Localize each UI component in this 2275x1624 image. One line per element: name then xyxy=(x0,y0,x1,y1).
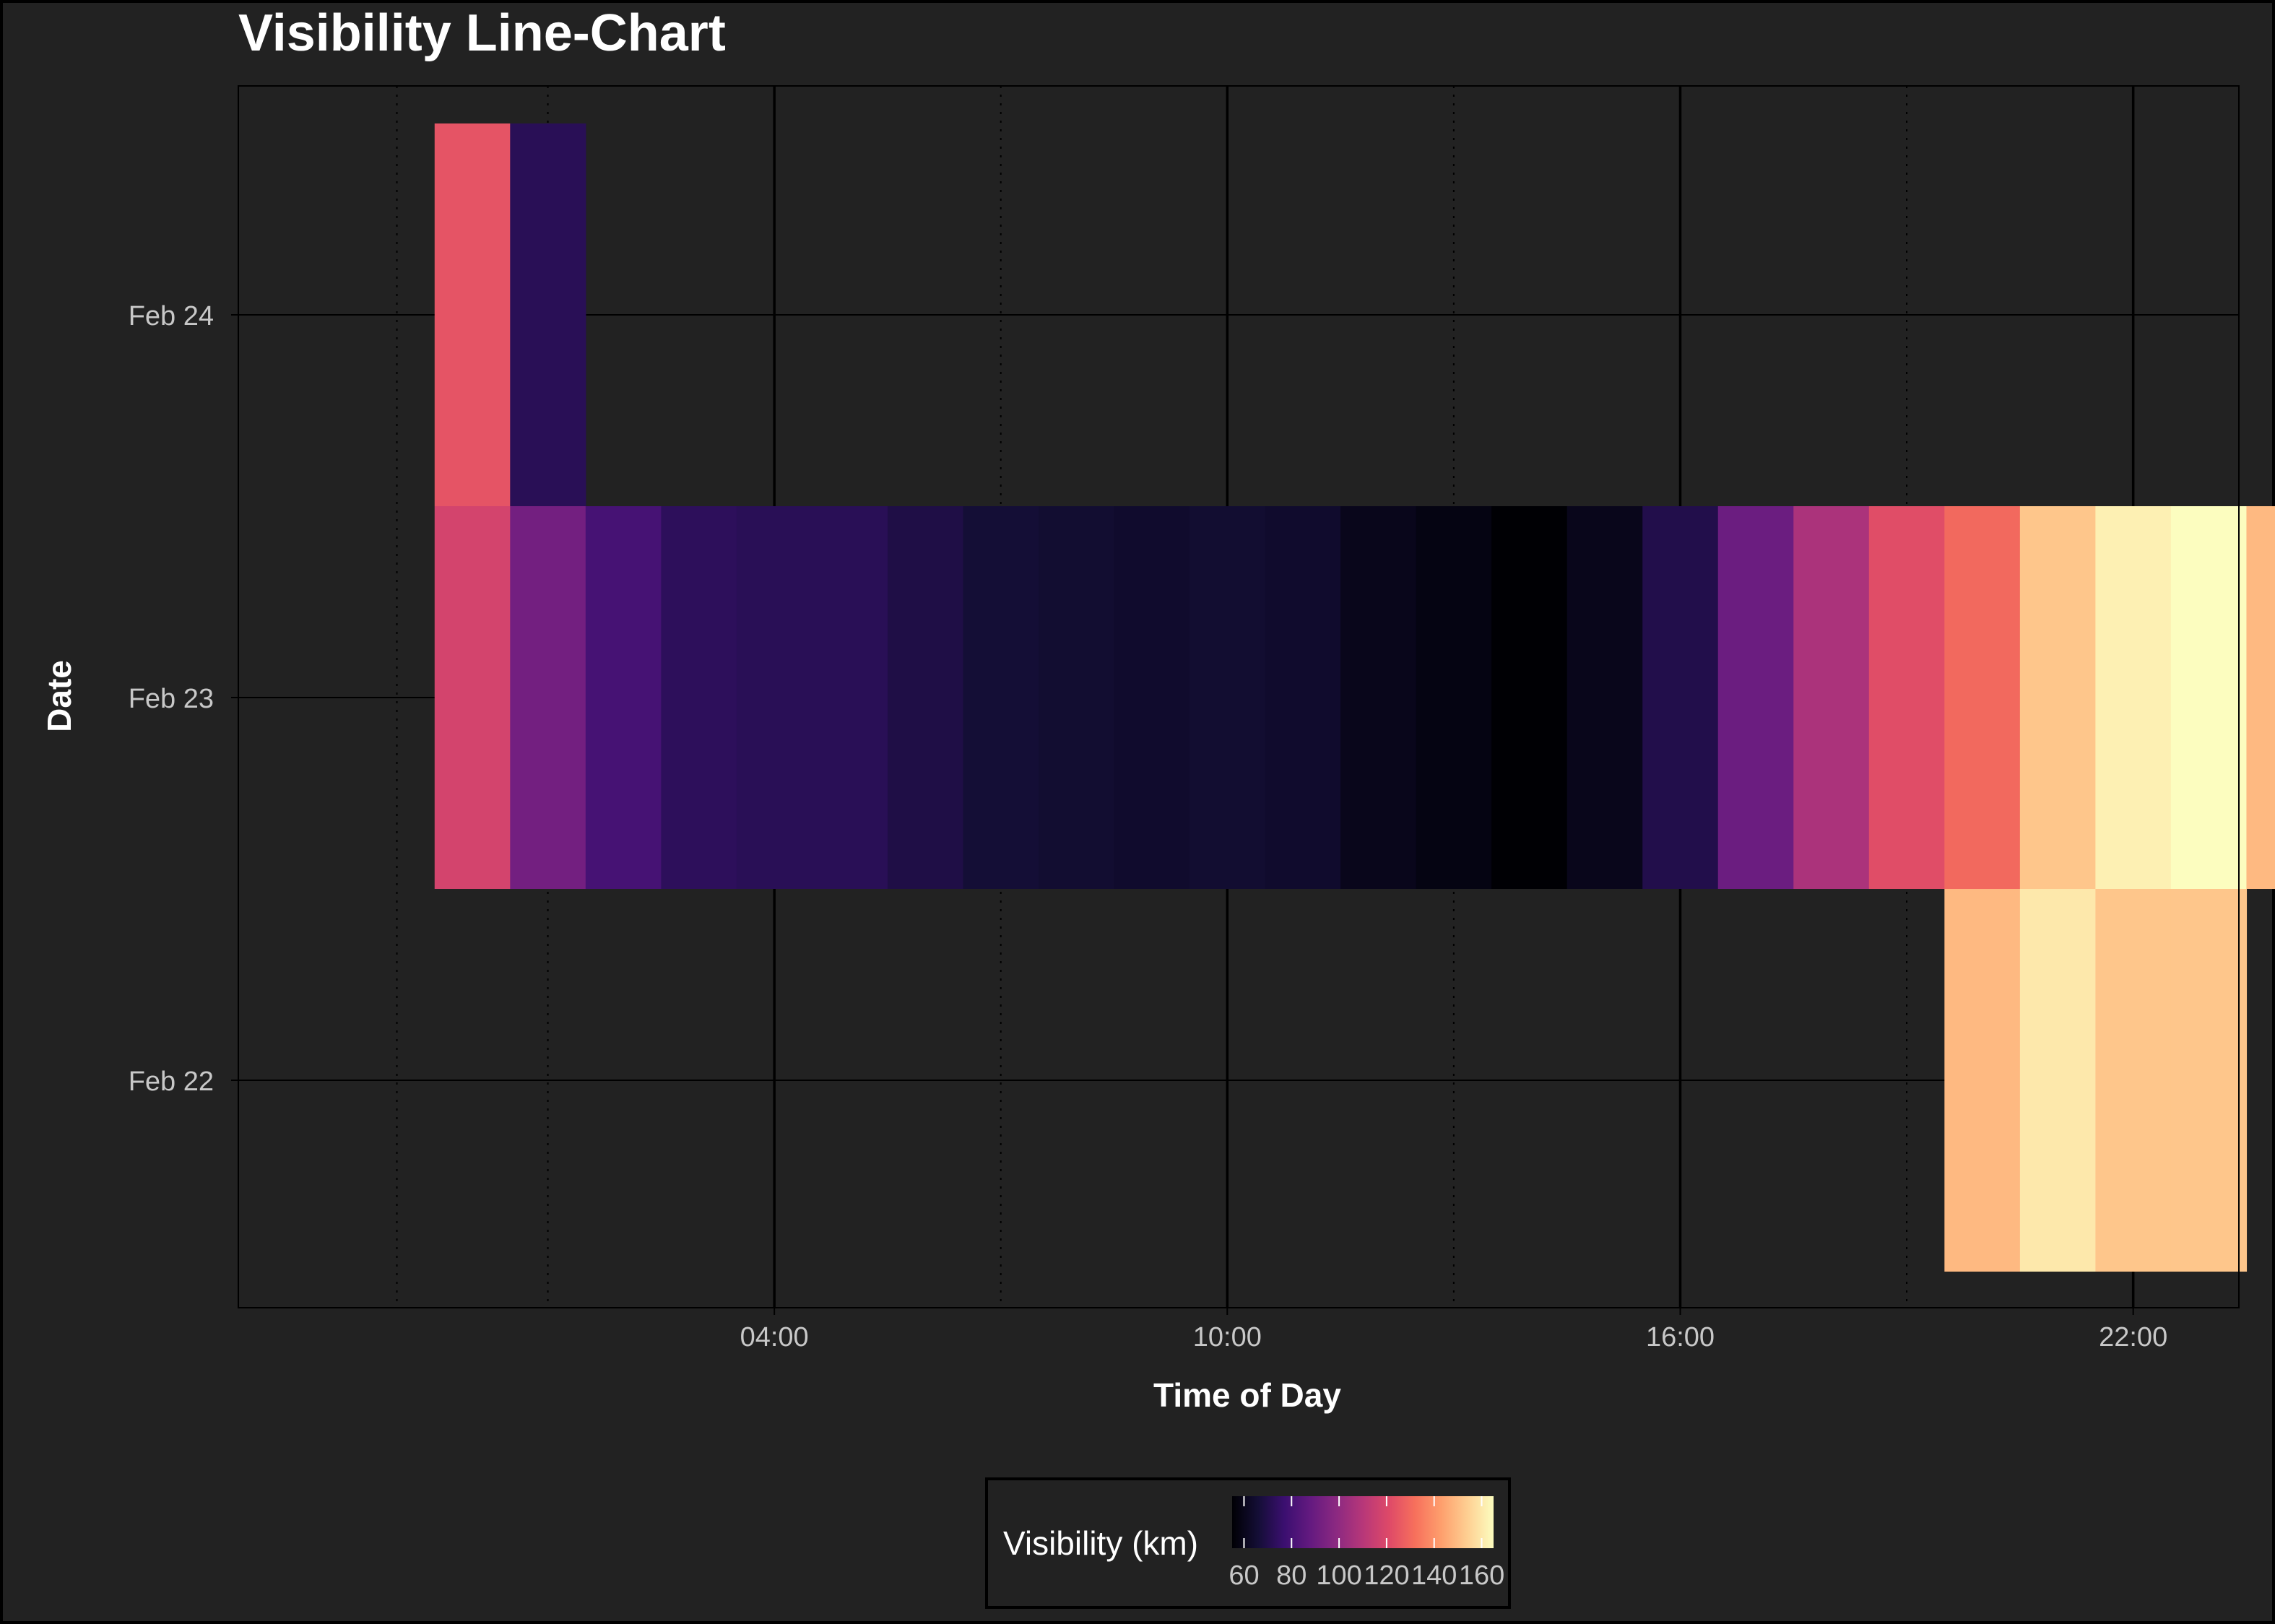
heatmap-tile xyxy=(1114,506,1190,889)
heatmap-tile xyxy=(963,506,1039,889)
x-tick-label: 10:00 xyxy=(1193,1322,1262,1352)
legend-tick-label: 160 xyxy=(1459,1560,1504,1591)
heatmap-tiles xyxy=(434,123,2275,1272)
heatmap-tile xyxy=(1566,506,1643,889)
heatmap-tile xyxy=(1491,506,1568,889)
x-tick-label: 22:00 xyxy=(2099,1322,2167,1352)
y-axis-label: Date xyxy=(40,660,78,732)
legend-tick-label: 140 xyxy=(1411,1560,1457,1591)
heatmap-tile xyxy=(2170,506,2248,889)
heatmap-tile xyxy=(434,123,511,506)
heatmap-tile xyxy=(1944,506,2021,889)
heatmap-tile xyxy=(1039,506,1115,889)
heatmap-tile xyxy=(2095,889,2172,1272)
y-axis-ticks: Feb 22 Feb 23 Feb 24 xyxy=(129,301,238,1097)
heatmap-tile xyxy=(1868,506,1945,889)
heatmap-tile xyxy=(510,506,586,889)
y-tick-label: Feb 23 xyxy=(129,684,214,714)
heatmap-tile xyxy=(1190,506,1266,889)
heatmap-tile xyxy=(510,123,586,506)
heatmap-tile xyxy=(1944,889,2021,1272)
legend-box xyxy=(985,1477,1511,1609)
legend-tick-label: 80 xyxy=(1276,1560,1306,1591)
x-axis-ticks: 04:00 10:00 16:00 22:00 xyxy=(740,1308,2167,1352)
legend-tick-label: 60 xyxy=(1228,1560,1259,1591)
legend-ticks: 60 80 100 120 140 160 xyxy=(1228,1496,1504,1591)
heatmap-tile xyxy=(1717,506,1794,889)
y-tick-label: Feb 24 xyxy=(129,301,214,331)
heatmap-tile xyxy=(434,506,511,889)
heatmap-tile xyxy=(661,506,737,889)
heatmap-tile xyxy=(2095,506,2172,889)
heatmap-tile xyxy=(812,506,888,889)
heatmap-tile xyxy=(887,506,964,889)
heatmap-tile xyxy=(2170,889,2248,1272)
heatmap-tile xyxy=(1642,506,1719,889)
heatmap-tile xyxy=(2019,506,2096,889)
heatmap-tile xyxy=(1265,506,1341,889)
heatmap-tile xyxy=(1793,506,1870,889)
heatmap-tile xyxy=(2019,889,2096,1272)
chart-title: Visibility Line-Chart xyxy=(238,4,726,62)
legend-title: Visibility (km) xyxy=(1003,1524,1198,1562)
legend: Visibility (km) 60 80 100 120 140 160 xyxy=(985,1477,1511,1609)
heatmap-tile xyxy=(1340,506,1417,889)
heatmap-tile xyxy=(736,506,813,889)
legend-tick-label: 100 xyxy=(1316,1560,1361,1591)
heatmap-tile xyxy=(585,506,662,889)
y-tick-label: Feb 22 xyxy=(129,1067,214,1097)
x-axis-label: Time of Day xyxy=(1153,1376,1341,1414)
legend-tick-label: 120 xyxy=(1364,1560,1409,1591)
legend-colorbar xyxy=(1232,1496,1494,1548)
x-tick-label: 16:00 xyxy=(1646,1322,1715,1352)
heatmap-tile xyxy=(2246,506,2275,889)
x-tick-label: 04:00 xyxy=(740,1322,809,1352)
heatmap-tile xyxy=(1416,506,1492,889)
